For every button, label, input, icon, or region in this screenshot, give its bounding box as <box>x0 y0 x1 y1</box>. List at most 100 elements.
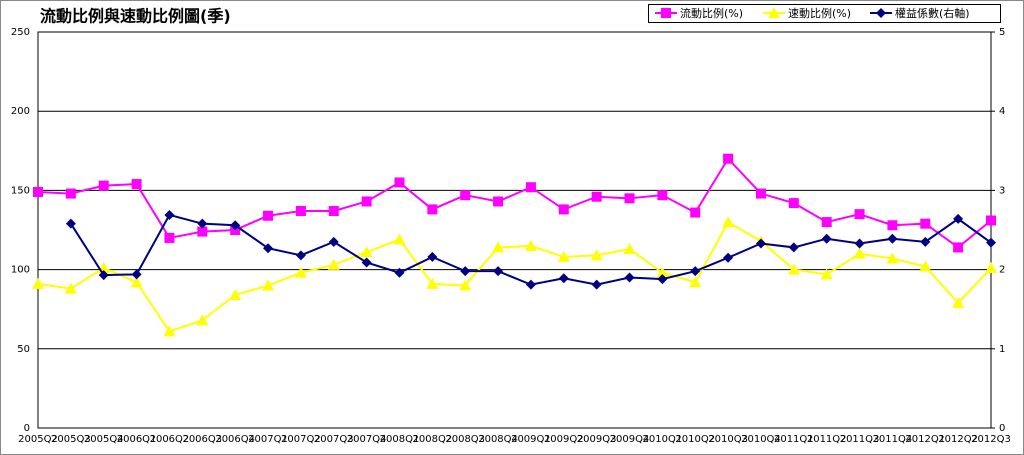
y2-tick-label: 3 <box>999 185 1005 196</box>
marker <box>886 252 899 264</box>
marker <box>360 246 373 258</box>
marker <box>361 196 372 207</box>
marker <box>788 242 799 253</box>
marker <box>394 267 405 278</box>
marker <box>131 179 142 190</box>
marker <box>164 232 175 243</box>
marker <box>164 209 175 220</box>
legend-marker <box>768 7 780 18</box>
marker <box>427 204 438 215</box>
marker <box>98 270 109 281</box>
marker <box>953 242 964 253</box>
y2-tick-label: 1 <box>999 344 1005 355</box>
marker <box>459 279 472 291</box>
marker <box>723 153 734 164</box>
marker <box>65 218 76 229</box>
series-line <box>37 157 992 249</box>
x-tick-label: 2010Q4 <box>741 434 781 445</box>
x-tick-label: 2007Q4 <box>347 434 387 445</box>
marker <box>590 249 603 261</box>
x-tick-label: 2011Q1 <box>774 434 814 445</box>
x-tick-label: 2008Q4 <box>478 434 518 445</box>
marker <box>854 238 865 249</box>
x-tick-label: 2006Q4 <box>215 434 255 445</box>
marker <box>295 205 306 216</box>
legend-label: 流動比例(%) <box>680 6 743 20</box>
marker <box>558 204 569 215</box>
x-tick-label: 2009Q2 <box>544 434 584 445</box>
marker <box>787 263 800 275</box>
x-tick-label: 2010Q1 <box>643 434 683 445</box>
x-tick-label: 2011Q3 <box>840 434 880 445</box>
marker <box>427 251 438 262</box>
marker <box>920 218 931 229</box>
marker <box>131 269 142 280</box>
marker <box>460 190 471 201</box>
series-line <box>37 220 992 333</box>
x-tick-label: 2012Q1 <box>905 434 945 445</box>
legend-marker <box>661 8 671 18</box>
marker <box>591 191 602 202</box>
marker <box>163 325 176 337</box>
marker <box>952 296 965 308</box>
marker <box>327 258 340 270</box>
marker <box>525 182 536 193</box>
marker <box>821 233 832 244</box>
x-tick-label: 2005Q3 <box>51 434 91 445</box>
x-tick-label: 2007Q1 <box>248 434 288 445</box>
marker <box>887 220 898 231</box>
marker <box>32 277 44 289</box>
marker <box>624 272 635 283</box>
x-tick-label: 2009Q3 <box>577 434 617 445</box>
legend-marker <box>876 8 886 18</box>
x-tick-label: 2007Q2 <box>281 434 321 445</box>
marker <box>657 274 668 285</box>
marker <box>230 220 241 231</box>
marker <box>723 252 734 263</box>
x-tick-label: 2006Q2 <box>150 434 190 445</box>
legend-label: 權益係數(右軸) <box>895 6 970 20</box>
marker <box>557 250 570 262</box>
y2-tick-label: 2 <box>999 265 1005 276</box>
marker <box>196 314 209 326</box>
marker <box>722 216 735 228</box>
x-tick-label: 2009Q1 <box>511 434 551 445</box>
y-tick-label: 100 <box>11 265 30 276</box>
marker <box>328 236 339 247</box>
marker <box>657 190 668 201</box>
marker <box>920 236 931 247</box>
marker <box>985 262 997 274</box>
y-tick-label: 50 <box>17 344 30 355</box>
marker <box>262 279 275 291</box>
x-tick-label: 2005Q2 <box>18 434 58 445</box>
marker <box>689 276 702 288</box>
marker <box>591 279 602 290</box>
marker <box>623 243 636 255</box>
marker <box>294 266 307 278</box>
x-tick-label: 2009Q4 <box>610 434 650 445</box>
x-tick-label: 2008Q2 <box>413 434 453 445</box>
marker <box>656 266 669 278</box>
marker <box>393 233 406 245</box>
x-tick-label: 2011Q2 <box>807 434 847 445</box>
marker <box>788 198 799 209</box>
marker <box>361 257 372 268</box>
x-tick-label: 2008Q1 <box>380 434 420 445</box>
marker <box>130 276 143 288</box>
x-tick-label: 2010Q2 <box>675 434 715 445</box>
x-tick-label: 2010Q3 <box>708 434 748 445</box>
marker <box>64 282 77 294</box>
marker <box>229 288 242 300</box>
marker <box>493 266 504 277</box>
x-tick-label: 2012Q3 <box>971 434 1011 445</box>
x-tick-label: 2011Q4 <box>873 434 913 445</box>
x-tick-label: 2006Q1 <box>117 434 157 445</box>
marker <box>263 210 274 221</box>
marker <box>493 196 504 207</box>
marker <box>953 213 964 224</box>
marker <box>33 186 43 197</box>
marker <box>492 241 505 253</box>
marker <box>690 266 701 277</box>
